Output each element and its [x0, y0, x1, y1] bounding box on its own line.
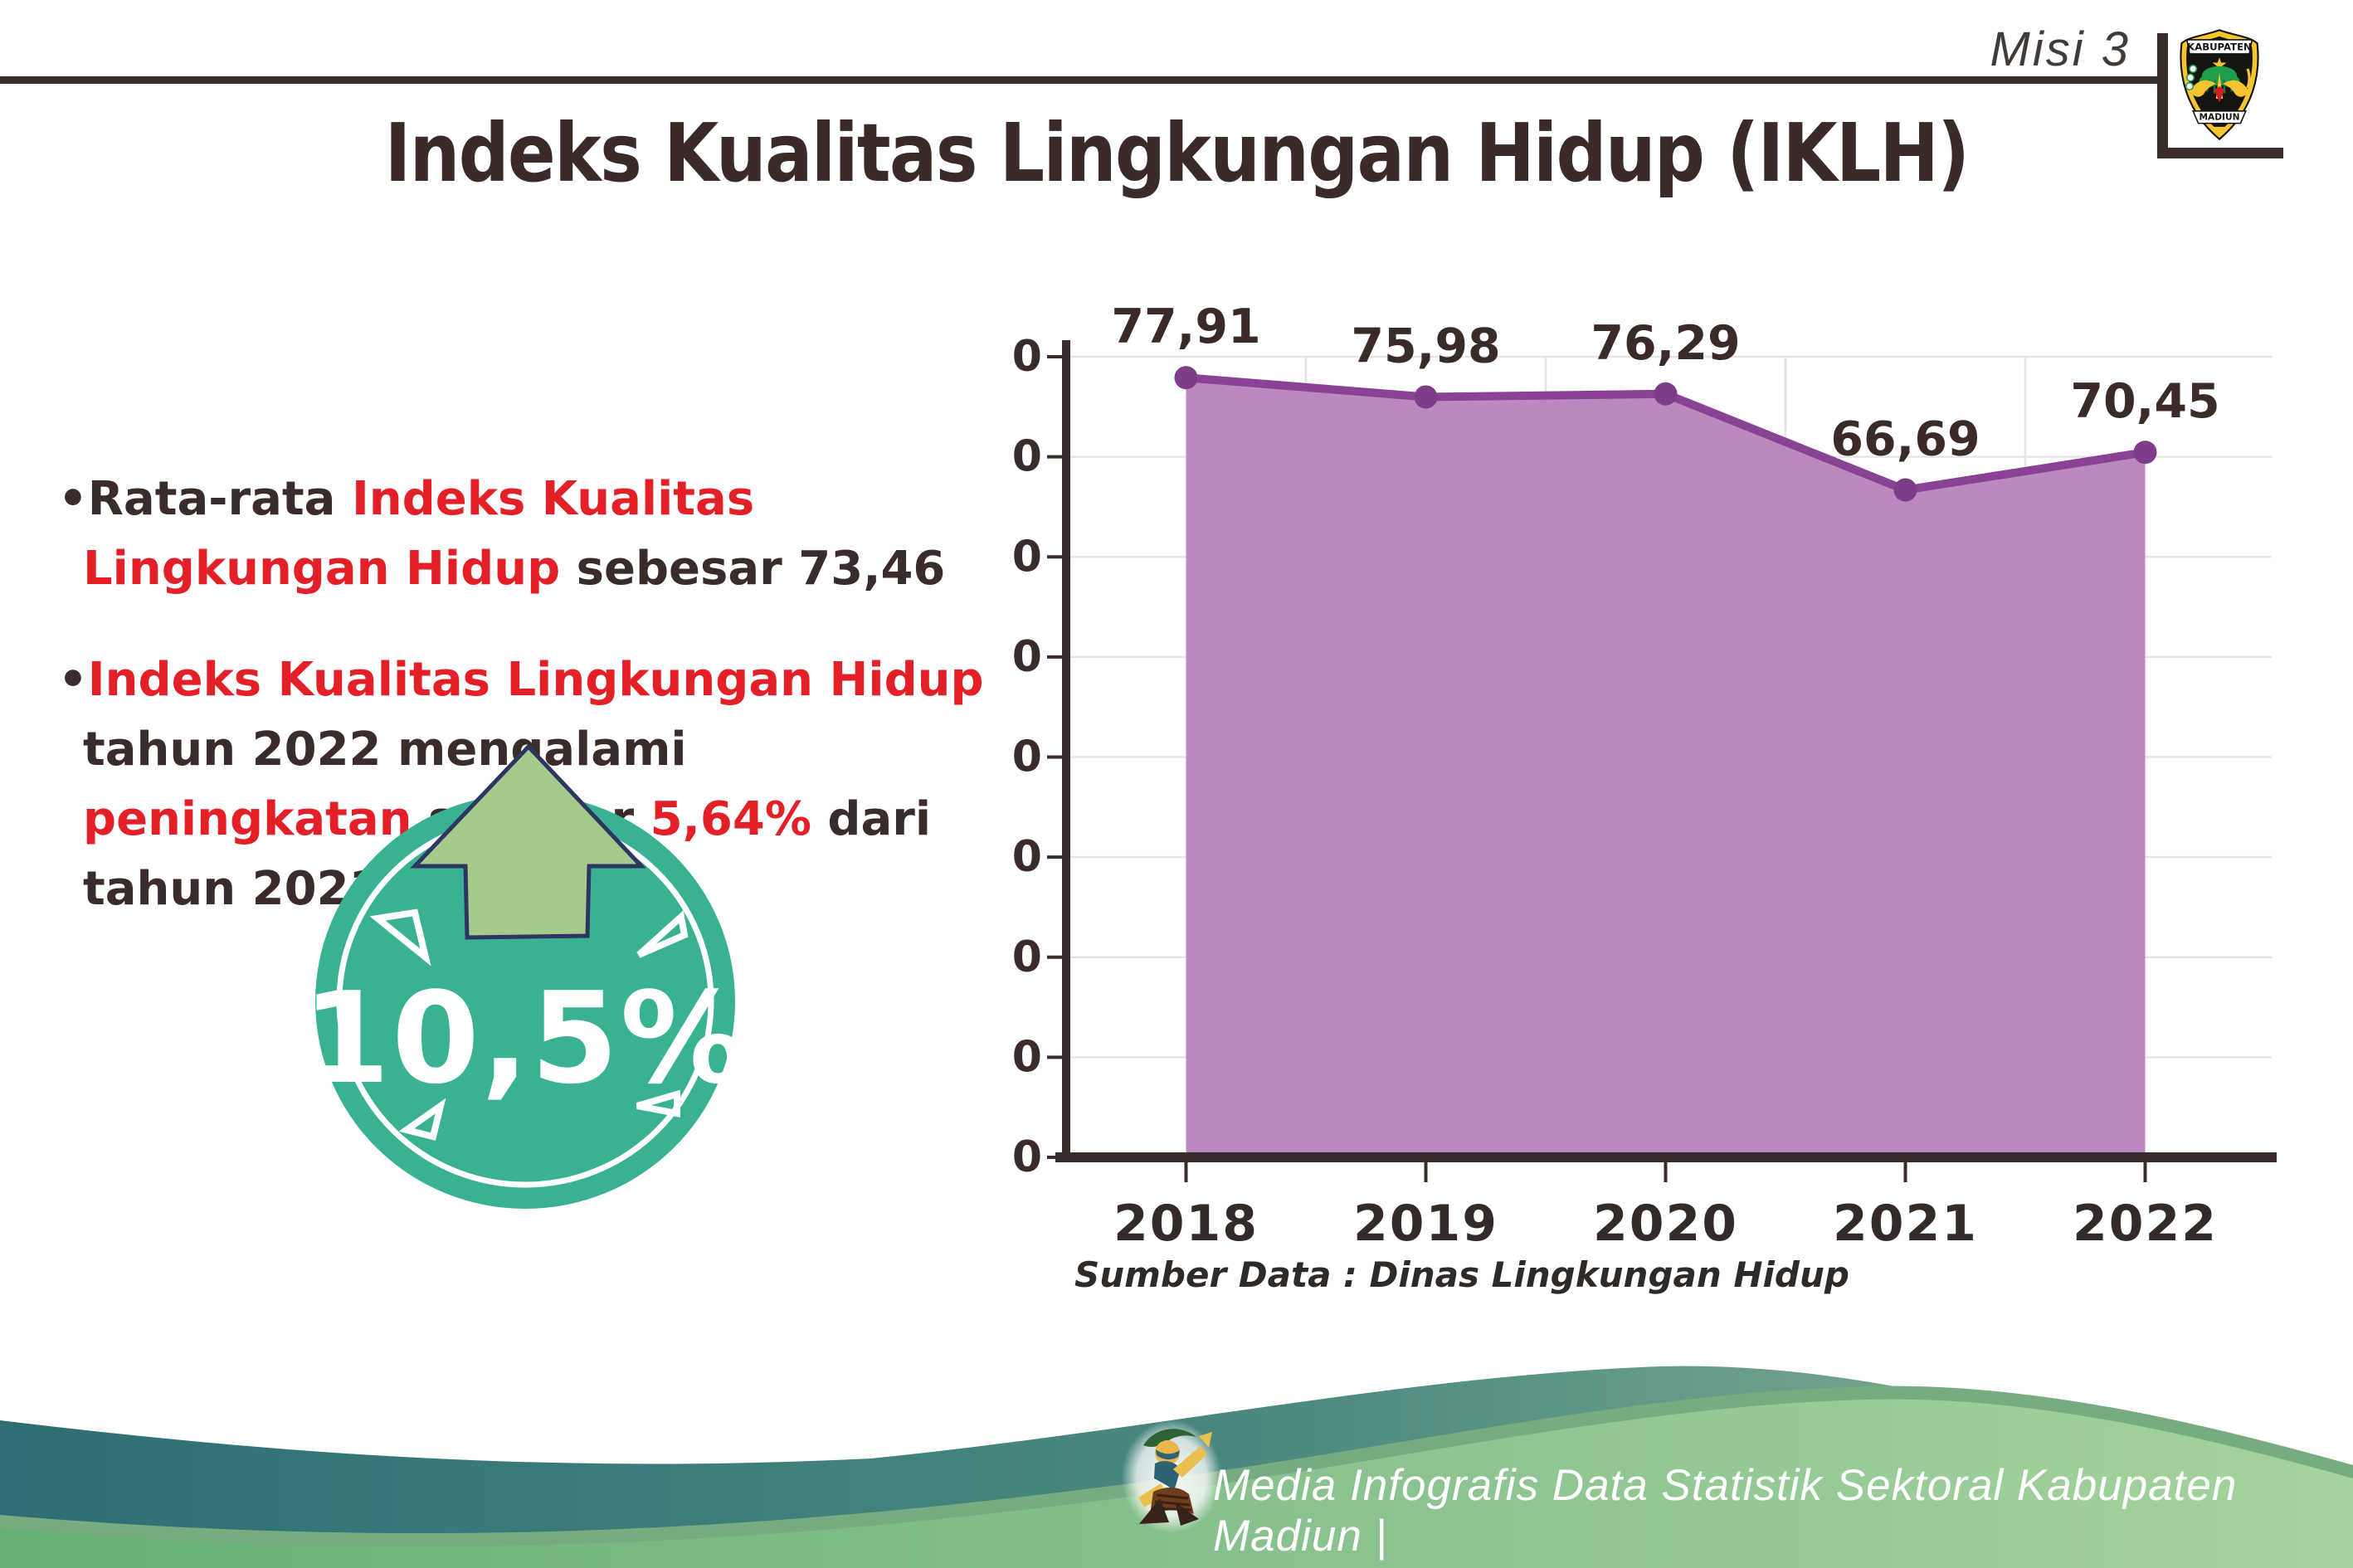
y-tick-label: 10 [1012, 1032, 1042, 1082]
bullet-item-average: •Rata-rata Indeks Kualitas Lingkungan Hi… [58, 465, 1004, 604]
logo-banner-top: KABUPATEN [2187, 41, 2252, 53]
y-tick-label: 70 [1012, 432, 1042, 482]
data-point [2133, 441, 2157, 465]
wave-green [0, 1399, 2353, 1568]
chart-source-note: Sumber Data : Dinas Lingkungan Hidup [1074, 1254, 1849, 1295]
badge-circle [315, 794, 735, 1209]
x-tick-label: 2018 [1113, 1195, 1259, 1253]
y-tick-label: 30 [1012, 832, 1042, 882]
y-tick-label: 20 [1012, 933, 1042, 982]
up-arrow-icon [410, 743, 646, 940]
sparkle-triangle-sw-icon [398, 1098, 446, 1141]
data-label: 76,29 [1591, 316, 1740, 371]
sparkle-triangle-ne-icon [636, 910, 689, 958]
increase-badge: 10,5% [303, 743, 748, 1209]
data-label: 70,45 [2070, 374, 2219, 429]
data-point [1893, 478, 1917, 502]
y-tick-label: 60 [1012, 532, 1042, 582]
data-point [1174, 366, 1198, 390]
bullet-item-increase: •Indeks Kualitas Lingkungan Hidup tahun … [58, 645, 1004, 924]
bullet1-text: Rata-rata [87, 472, 352, 526]
iklh-chart: 0 10 20 30 40 50 60 70 80 2018 2019 2020 2021 2022 77,… [1012, 299, 2277, 1253]
dancer-mascot-icon [1122, 1420, 1221, 1533]
x-tick-label: 2021 [1833, 1195, 1978, 1253]
x-tick-label: 2019 [1353, 1195, 1498, 1253]
footer-credit: Media Infografis Data Statistik Sektoral… [1213, 1461, 2238, 1561]
sparkle-triangle-nw-icon [369, 908, 431, 967]
bullet-list: •Rata-rata Indeks Kualitas Lingkungan Hi… [58, 465, 1004, 924]
footer-wave [0, 1366, 2353, 1568]
logo-banner-bottom: MADIUN [2200, 112, 2240, 122]
data-label: 75,98 [1351, 319, 1500, 373]
bullet2-highlight-2: peningkatan [83, 792, 412, 846]
bullet2-highlight-1: Indeks Kualitas Lingkungan Hidup [87, 653, 984, 707]
data-label: 66,69 [1830, 412, 1980, 467]
bullet2-text-1: tahun 2022 mengalami [83, 723, 687, 777]
data-label: 77,91 [1111, 299, 1260, 354]
bullet1-highlight: Indeks Kualitas Lingkungan Hidup [83, 472, 755, 596]
bullet-marker: • [58, 472, 88, 526]
header-rule [0, 76, 2167, 84]
data-point [1654, 382, 1678, 406]
y-tick-label: 0 [1012, 1132, 1042, 1182]
y-tick-label: 80 [1012, 332, 1042, 382]
logo-frame-vertical [2157, 33, 2168, 158]
y-tick-label: 50 [1012, 632, 1042, 682]
x-tick-label: 2022 [2073, 1195, 2218, 1253]
bullet2-text-3: dari tahun 2021 [83, 792, 932, 916]
bullet1-value: sebesar 73,46 [560, 542, 946, 596]
sparkle-triangle-se-icon [636, 1089, 680, 1118]
kabupaten-madiun-logo-icon: KABUPATEN MADIUN [2180, 29, 2259, 141]
bullet-marker: • [58, 653, 88, 707]
badge-value: 10,5% [303, 965, 748, 1112]
misi-label: Misi 3 [1990, 22, 2131, 76]
logo-frame-horizontal [2157, 148, 2283, 158]
series-area [1186, 377, 2146, 1157]
y-tick-label: 40 [1012, 733, 1042, 782]
bullet2-highlight-3: 5,64% [650, 792, 811, 846]
x-tick-label: 2020 [1593, 1195, 1738, 1253]
data-point [1414, 385, 1438, 409]
page-title: Indeks Kualitas Lingkungan Hidup (IKLH) [384, 106, 1971, 200]
